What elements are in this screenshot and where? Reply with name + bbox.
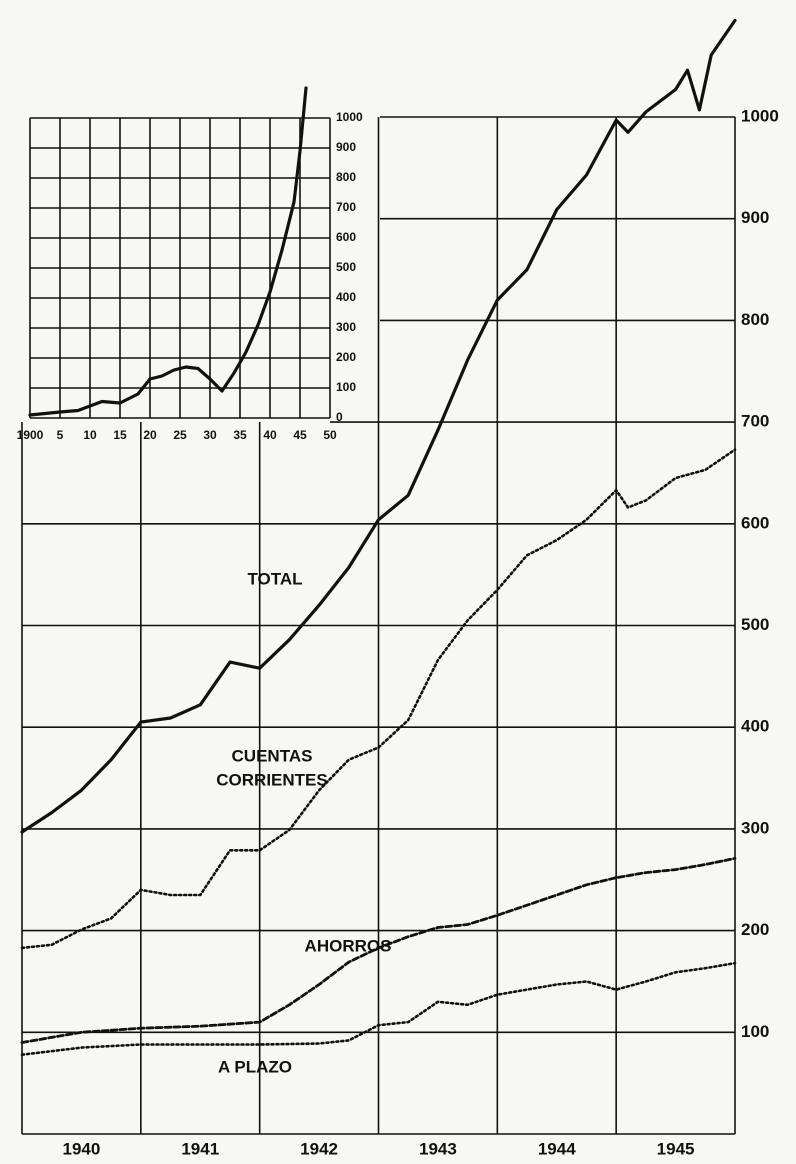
- x-tick-label: 1940: [63, 1139, 101, 1158]
- y-tick-label: 600: [336, 230, 356, 244]
- x-tick-label: 50: [323, 428, 337, 442]
- x-tick-label: 1944: [538, 1139, 576, 1158]
- y-tick-label: 700: [336, 200, 356, 214]
- x-tick-label: 1900: [17, 428, 44, 442]
- y-tick-label: 800: [336, 170, 356, 184]
- y-tick-label: 200: [741, 920, 769, 939]
- x-tick-label: 1941: [181, 1139, 219, 1158]
- x-tick-label: 10: [83, 428, 97, 442]
- y-tick-label: 300: [336, 320, 356, 334]
- y-tick-label: 1000: [741, 106, 779, 125]
- x-tick-label: 20: [143, 428, 157, 442]
- x-tick-label: 40: [263, 428, 277, 442]
- series-line: [28, 86, 308, 417]
- annotation: A PLAZO: [218, 1057, 292, 1076]
- y-tick-label: 500: [741, 615, 769, 634]
- y-tick-label: 800: [741, 310, 769, 329]
- series-line: [20, 857, 737, 1044]
- y-tick-label: 300: [741, 818, 769, 837]
- y-tick-label: 900: [336, 140, 356, 154]
- x-tick-label: 35: [233, 428, 247, 442]
- x-tick-label: 30: [203, 428, 217, 442]
- y-tick-label: 400: [336, 290, 356, 304]
- y-tick-label: 0: [336, 410, 343, 424]
- y-tick-label: 700: [741, 412, 769, 431]
- x-tick-label: 1942: [300, 1139, 338, 1158]
- x-tick-label: 1945: [657, 1139, 695, 1158]
- annotation: CUENTAS: [232, 746, 313, 765]
- y-tick-label: 600: [741, 513, 769, 532]
- y-tick-label: 900: [741, 208, 769, 227]
- x-tick-label: 45: [293, 428, 307, 442]
- x-tick-label: 25: [173, 428, 187, 442]
- y-tick-label: 400: [741, 717, 769, 736]
- y-tick-label: 100: [336, 380, 356, 394]
- y-tick-label: 500: [336, 260, 356, 274]
- annotation: CORRIENTES: [216, 770, 327, 789]
- series-line: [20, 448, 737, 950]
- series-line: [20, 961, 737, 1056]
- y-tick-label: 100: [741, 1022, 769, 1041]
- x-tick-label: 5: [57, 428, 64, 442]
- series-line: [20, 18, 737, 834]
- x-tick-label: 15: [113, 428, 127, 442]
- annotation: AHORROS: [305, 936, 392, 955]
- annotation: TOTAL: [247, 569, 302, 588]
- x-tick-label: 1943: [419, 1139, 457, 1158]
- y-tick-label: 1000: [336, 110, 363, 124]
- y-tick-label: 200: [336, 350, 356, 364]
